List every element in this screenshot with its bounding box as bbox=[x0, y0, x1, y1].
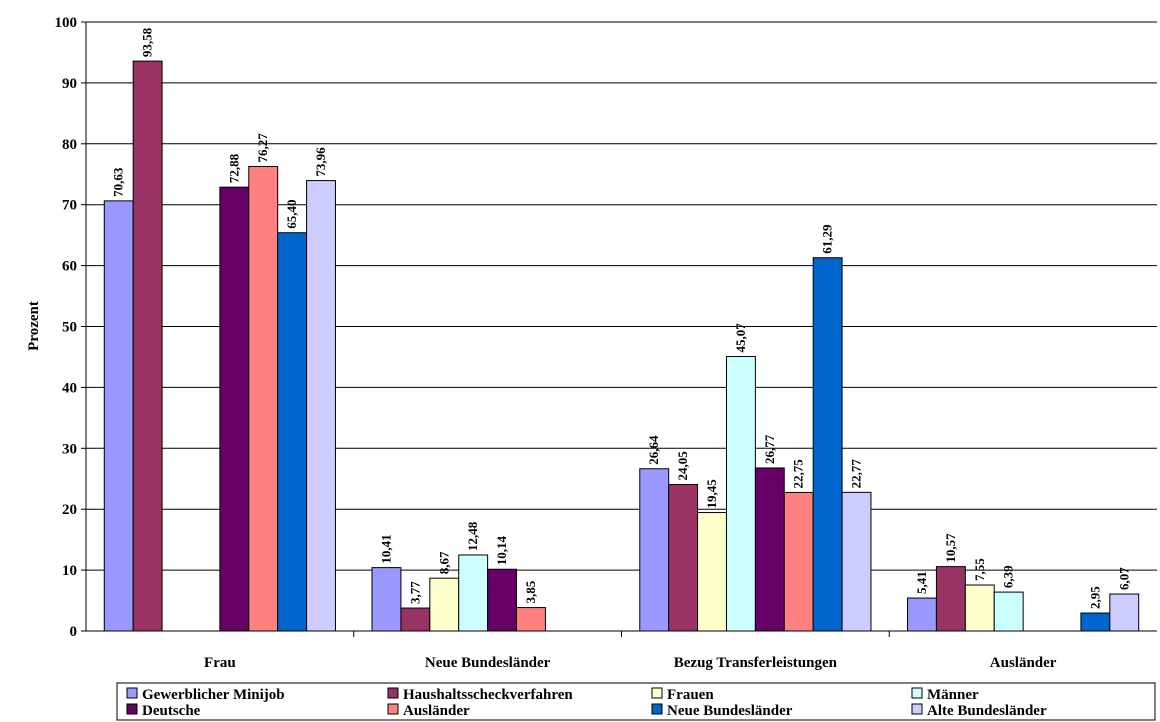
data-label: 61,29 bbox=[820, 224, 835, 254]
bar bbox=[132, 60, 163, 632]
x-category-label: Ausländer bbox=[990, 655, 1057, 671]
data-label: 8,67 bbox=[436, 551, 451, 574]
data-label: 76,27 bbox=[255, 133, 270, 163]
y-tick-label: 60 bbox=[62, 259, 77, 275]
data-label: 7,55 bbox=[972, 558, 987, 581]
y-tick-label: 10 bbox=[62, 563, 77, 579]
legend-label: Männer bbox=[927, 687, 979, 703]
legend-label: Neue Bundesländer bbox=[667, 703, 793, 719]
y-tick-label: 90 bbox=[62, 76, 77, 92]
x-category-labels: Frau Neue Bundesländer Bezug Transferleist… bbox=[204, 655, 1057, 671]
data-label: 10,41 bbox=[378, 534, 393, 563]
legend-label: Alte Bundesländer bbox=[927, 703, 1047, 719]
x-category-label: Frau bbox=[204, 655, 236, 671]
bar bbox=[248, 166, 279, 632]
data-label: 6,39 bbox=[1001, 565, 1016, 588]
data-label: 70,63 bbox=[111, 167, 126, 197]
legend-box bbox=[116, 682, 1156, 721]
y-tick-label: 70 bbox=[62, 198, 77, 214]
bar bbox=[400, 607, 431, 632]
bar bbox=[812, 257, 843, 632]
legend-swatch bbox=[387, 703, 399, 715]
x-category-label: Neue Bundesländer bbox=[425, 655, 551, 671]
y-tick-label: 80 bbox=[62, 137, 77, 153]
bar bbox=[935, 566, 966, 632]
y-tick-label: 20 bbox=[62, 502, 77, 518]
bar bbox=[487, 568, 518, 632]
bar bbox=[277, 232, 308, 632]
legend: Gewerblicher Minijob Haushaltsscheckverfa… bbox=[116, 682, 1156, 721]
bar bbox=[219, 186, 250, 632]
bar bbox=[668, 484, 699, 632]
legend-swatch bbox=[911, 703, 923, 715]
legend-swatch bbox=[651, 703, 663, 715]
y-axis-label: Prozent bbox=[26, 301, 42, 351]
bar bbox=[783, 491, 814, 632]
data-label: 10,57 bbox=[943, 533, 958, 563]
y-tick-label: 0 bbox=[70, 624, 78, 640]
y-tick-label: 30 bbox=[62, 441, 77, 457]
legend-swatch bbox=[911, 687, 923, 699]
data-label: 10,14 bbox=[494, 535, 509, 565]
data-label: 3,85 bbox=[523, 580, 538, 603]
bar bbox=[458, 554, 489, 632]
data-labels: 70,63 93,58 72,88 76,27 65,40 73,96 10,41 3,77 8… bbox=[111, 27, 1132, 609]
legend-swatch bbox=[651, 687, 663, 699]
y-tick-label: 100 bbox=[55, 15, 78, 31]
legend-swatch bbox=[387, 687, 399, 699]
bar bbox=[993, 591, 1024, 632]
legend-label: Gewerblicher Minijob bbox=[142, 687, 285, 703]
bar bbox=[371, 567, 402, 632]
bar bbox=[306, 180, 336, 632]
data-label: 65,40 bbox=[284, 199, 299, 228]
bar bbox=[103, 200, 134, 632]
bar bbox=[725, 356, 756, 632]
bar bbox=[429, 577, 460, 632]
legend-label: Ausländer bbox=[403, 703, 470, 719]
axes bbox=[81, 21, 1157, 637]
data-label: 5,41 bbox=[914, 571, 929, 594]
bar bbox=[1080, 612, 1111, 632]
y-tick-label: 50 bbox=[62, 320, 77, 336]
x-category-label: Bezug Transferleistungen bbox=[674, 655, 838, 671]
legend-swatch bbox=[126, 687, 138, 699]
data-label: 45,07 bbox=[733, 323, 748, 353]
legend-label: Haushaltsscheckverfahren bbox=[403, 687, 573, 703]
bar bbox=[516, 607, 546, 632]
data-label: 26,77 bbox=[762, 434, 777, 464]
data-label: 26,64 bbox=[646, 435, 661, 465]
data-label: 19,45 bbox=[704, 479, 719, 509]
data-label: 73,96 bbox=[313, 147, 328, 177]
legend-swatch bbox=[126, 703, 138, 715]
data-label: 12,48 bbox=[465, 521, 480, 551]
data-label: 72,88 bbox=[226, 153, 241, 183]
bar bbox=[841, 491, 872, 632]
data-label: 22,75 bbox=[791, 459, 806, 489]
bar bbox=[697, 512, 727, 632]
bar bbox=[639, 468, 670, 632]
data-label: 3,77 bbox=[407, 581, 422, 604]
bar bbox=[964, 584, 995, 632]
bar bbox=[754, 467, 785, 632]
legend-label: Deutsche bbox=[142, 703, 201, 719]
data-label: 93,58 bbox=[140, 27, 155, 57]
y-tick-label: 40 bbox=[62, 380, 77, 396]
y-tick-labels: 0 10 20 30 40 50 60 70 80 90 100 bbox=[55, 15, 78, 640]
legend-label: Frauen bbox=[667, 687, 714, 703]
data-label: 6,07 bbox=[1116, 567, 1131, 590]
data-label: 24,05 bbox=[675, 451, 690, 481]
data-label: 22,77 bbox=[849, 459, 864, 489]
data-label: 2,95 bbox=[1087, 586, 1102, 609]
bar bbox=[1109, 593, 1140, 632]
bar bbox=[907, 597, 937, 632]
